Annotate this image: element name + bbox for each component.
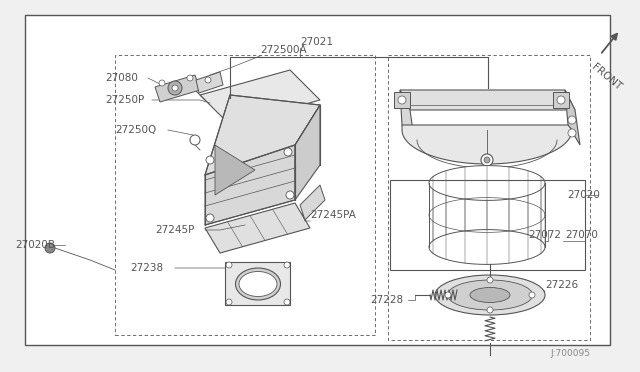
Polygon shape (400, 90, 415, 145)
FancyBboxPatch shape (394, 92, 410, 108)
Circle shape (568, 116, 576, 124)
Ellipse shape (435, 275, 545, 315)
Polygon shape (215, 145, 255, 195)
Polygon shape (196, 72, 223, 93)
Circle shape (206, 156, 214, 164)
Circle shape (172, 85, 178, 91)
Text: 272500A: 272500A (260, 45, 307, 55)
Text: 27070: 27070 (565, 230, 598, 240)
Circle shape (284, 299, 290, 305)
Circle shape (487, 307, 493, 313)
Circle shape (398, 96, 406, 104)
Polygon shape (300, 185, 325, 220)
Polygon shape (205, 95, 320, 175)
Text: 27245P: 27245P (155, 225, 195, 235)
Text: 27020B: 27020B (15, 240, 55, 250)
Polygon shape (565, 90, 580, 145)
Polygon shape (429, 166, 545, 201)
Polygon shape (155, 75, 200, 102)
Circle shape (284, 262, 290, 268)
Polygon shape (429, 183, 545, 247)
Text: 27020: 27020 (567, 190, 600, 200)
Polygon shape (205, 203, 310, 253)
Polygon shape (400, 90, 575, 110)
Ellipse shape (447, 280, 532, 310)
Polygon shape (429, 230, 545, 264)
Circle shape (482, 170, 492, 180)
Polygon shape (200, 70, 320, 125)
Polygon shape (205, 145, 295, 225)
Circle shape (481, 154, 493, 166)
Circle shape (484, 157, 490, 163)
Circle shape (168, 81, 182, 95)
Circle shape (529, 292, 535, 298)
FancyBboxPatch shape (553, 92, 569, 108)
Text: 27245PA: 27245PA (310, 210, 356, 220)
Circle shape (284, 148, 292, 156)
Polygon shape (225, 262, 290, 305)
Text: FRONT: FRONT (590, 62, 623, 92)
Circle shape (206, 214, 214, 222)
Text: 27226: 27226 (545, 280, 578, 290)
Circle shape (45, 243, 55, 253)
Circle shape (159, 80, 165, 86)
Text: 27072: 27072 (528, 230, 561, 240)
Circle shape (226, 262, 232, 268)
Text: 27080: 27080 (105, 73, 138, 83)
Text: 27228: 27228 (370, 295, 403, 305)
Circle shape (205, 77, 211, 83)
Text: 27250P: 27250P (105, 95, 144, 105)
Text: 27021: 27021 (300, 37, 333, 47)
Circle shape (190, 135, 200, 145)
Ellipse shape (239, 272, 277, 296)
Polygon shape (295, 105, 320, 200)
Circle shape (445, 292, 451, 298)
Circle shape (286, 191, 294, 199)
Text: J:700095: J:700095 (550, 349, 590, 358)
Ellipse shape (236, 268, 280, 300)
Circle shape (487, 277, 493, 283)
Text: 27238: 27238 (130, 263, 163, 273)
FancyBboxPatch shape (25, 15, 610, 345)
Circle shape (568, 129, 576, 137)
Circle shape (187, 75, 193, 81)
Circle shape (226, 299, 232, 305)
Ellipse shape (470, 288, 510, 302)
Text: 27250Q: 27250Q (115, 125, 156, 135)
Circle shape (557, 96, 565, 104)
Polygon shape (402, 125, 572, 164)
